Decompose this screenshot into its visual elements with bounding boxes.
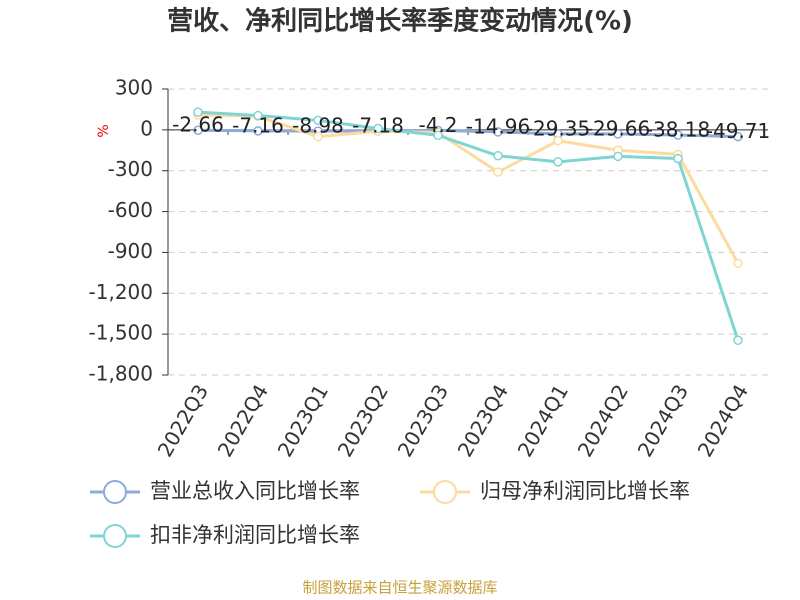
data-point bbox=[673, 153, 683, 164]
x-tick-label: 2022Q3 bbox=[153, 380, 213, 461]
chart-title: 营收、净利同比增长率季度变动情况(%) bbox=[167, 6, 633, 37]
x-tick-label: 2023Q1 bbox=[273, 380, 333, 461]
series-line bbox=[197, 110, 740, 341]
y-tick-label: -600 bbox=[108, 198, 153, 222]
data-point bbox=[553, 157, 563, 167]
data-point bbox=[613, 151, 623, 162]
data-point bbox=[433, 130, 443, 141]
data-point bbox=[733, 131, 743, 142]
data-point bbox=[253, 110, 263, 121]
x-tick-label: 2024Q4 bbox=[693, 380, 753, 461]
data-point bbox=[493, 167, 503, 177]
series-line bbox=[197, 113, 740, 265]
y-tick-label: -300 bbox=[108, 157, 153, 181]
data-point bbox=[313, 115, 323, 126]
data-label: -38.18 bbox=[646, 118, 710, 142]
legend-marker bbox=[103, 524, 127, 548]
y-tick-label: -1,200 bbox=[89, 280, 153, 304]
source-note: 制图数据来自恒生聚源数据库 bbox=[302, 579, 497, 597]
data-label: -49.71 bbox=[706, 119, 770, 143]
data-point bbox=[373, 123, 383, 134]
x-tick-label: 2024Q2 bbox=[573, 380, 633, 461]
data-label: -4.2 bbox=[418, 113, 457, 137]
x-tick-label: 2024Q3 bbox=[633, 380, 693, 461]
data-label: -29.35 bbox=[526, 116, 590, 140]
data-label: -2.66 bbox=[172, 113, 224, 137]
y-tick-label: 0 bbox=[140, 116, 153, 140]
x-tick-label: 2023Q4 bbox=[453, 380, 513, 461]
data-point bbox=[733, 335, 743, 346]
legend-marker bbox=[433, 480, 457, 504]
y-tick-label: -1,800 bbox=[89, 362, 153, 386]
data-label: -14.96 bbox=[466, 114, 530, 138]
data-point bbox=[553, 136, 563, 146]
data-point bbox=[253, 126, 263, 136]
x-tick-label: 2023Q3 bbox=[393, 380, 453, 461]
legend-label: 归母净利润同比增长率 bbox=[480, 479, 690, 503]
y-tick-label: -900 bbox=[108, 239, 153, 263]
data-point bbox=[493, 127, 503, 137]
data-point bbox=[493, 150, 503, 161]
x-tick-label: 2024Q1 bbox=[513, 380, 573, 461]
legend-label: 营业总收入同比增长率 bbox=[150, 479, 360, 503]
x-tick-label: 2023Q2 bbox=[333, 380, 393, 461]
y-axis-label: % bbox=[96, 124, 112, 137]
data-point bbox=[313, 131, 323, 142]
data-label: -29.66 bbox=[586, 116, 650, 140]
y-tick-label: 300 bbox=[115, 76, 153, 100]
data-label: -8.98 bbox=[292, 114, 344, 138]
data-point bbox=[193, 107, 203, 117]
data-point bbox=[193, 125, 203, 135]
data-point bbox=[613, 129, 623, 139]
data-label: -7.18 bbox=[352, 113, 404, 137]
series-line bbox=[197, 128, 739, 139]
data-point bbox=[673, 130, 683, 140]
data-label: -7.16 bbox=[232, 113, 284, 137]
legend-marker bbox=[103, 480, 127, 504]
data-point bbox=[733, 258, 743, 269]
y-tick-label: -1,500 bbox=[89, 321, 153, 345]
x-tick-label: 2022Q4 bbox=[213, 380, 273, 461]
legend-label: 扣非净利润同比增长率 bbox=[150, 523, 360, 547]
